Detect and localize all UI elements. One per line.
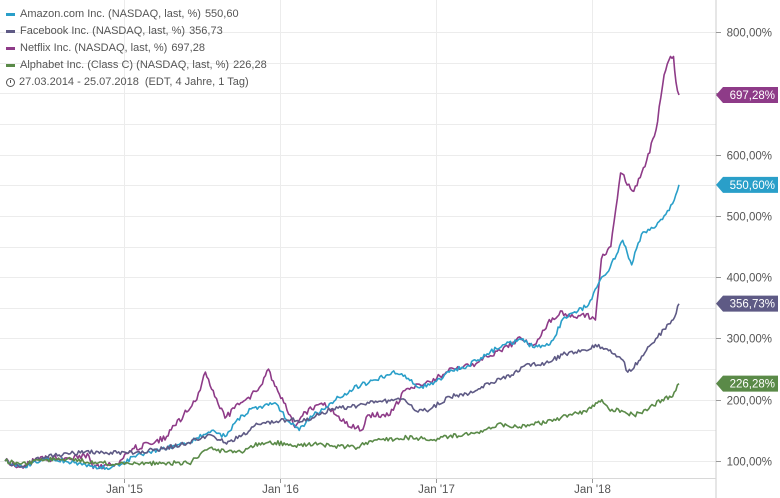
end-value-badge: 226,28% bbox=[716, 375, 778, 392]
legend-label: Facebook Inc. (NASDAQ, last, %) bbox=[20, 25, 186, 37]
legend-item-amazon[interactable]: Amazon.com Inc. (NASDAQ, last, %) 550,60 bbox=[6, 6, 267, 23]
legend-label: Amazon.com Inc. (NASDAQ, last, %) bbox=[20, 8, 201, 20]
x-tick-label: Jan '16 bbox=[262, 484, 299, 496]
legend-swatch bbox=[6, 47, 15, 50]
legend-value: 356,73 bbox=[189, 25, 223, 37]
legend-value: 697,28 bbox=[171, 42, 205, 54]
legend-label: Netflix Inc. (NASDAQ, last, %) bbox=[20, 42, 168, 54]
date-range[interactable]: 27.03.2014 - 25.07.2018 (EDT, 4 Jahre, 1… bbox=[6, 74, 267, 91]
legend-swatch bbox=[6, 13, 15, 16]
y-axis: 100,00% 200,00% 300,00% 400,00% 500,00% 600,0… bbox=[715, 0, 772, 498]
series-line bbox=[4, 382, 680, 467]
legend-value: 550,60 bbox=[204, 8, 239, 20]
legend-item-netflix[interactable]: Netflix Inc. (NASDAQ, last, %) 697,28 bbox=[6, 40, 267, 57]
end-value-badge: 697,28% bbox=[716, 86, 778, 103]
date-range-text: 27.03.2014 - 25.07.2018 bbox=[19, 76, 139, 88]
legend: Amazon.com Inc. (NASDAQ, last, %) 550,60… bbox=[6, 6, 267, 91]
badge-label: 356,73% bbox=[730, 299, 775, 311]
legend-value: 226,28 bbox=[233, 59, 267, 71]
clock-icon bbox=[6, 78, 15, 87]
legend-item-alphabet[interactable]: Alphabet Inc. (Class C) (NASDAQ, last, %… bbox=[6, 57, 267, 74]
y-tick-label: 400,00% bbox=[727, 273, 772, 285]
x-tick-label: Jan '15 bbox=[106, 484, 143, 496]
badge-label: 226,28% bbox=[730, 379, 775, 391]
y-tick-label: 600,00% bbox=[727, 151, 772, 163]
series-line bbox=[4, 184, 680, 471]
badge-shape bbox=[716, 86, 778, 103]
end-value-badges: 697,28% 550,60% 356,73% 226,28% bbox=[716, 86, 778, 392]
legend-label: Alphabet Inc. (Class C) (NASDAQ, last, %… bbox=[20, 59, 230, 71]
date-range-note: (EDT, 4 Jahre, 1 Tag) bbox=[144, 76, 249, 88]
series-line bbox=[4, 303, 680, 468]
end-value-badge: 550,60% bbox=[716, 176, 778, 193]
badge-label: 550,60% bbox=[730, 180, 775, 192]
y-tick-label: 500,00% bbox=[727, 212, 772, 224]
badge-shape bbox=[716, 176, 778, 193]
y-tick-label: 300,00% bbox=[727, 334, 772, 346]
legend-swatch bbox=[6, 30, 15, 33]
end-value-badge: 356,73% bbox=[716, 295, 778, 312]
badge-shape bbox=[716, 295, 778, 312]
badge-label: 697,28% bbox=[730, 90, 775, 102]
legend-swatch bbox=[6, 64, 15, 67]
legend-item-facebook[interactable]: Facebook Inc. (NASDAQ, last, %) 356,73 bbox=[6, 23, 267, 40]
y-tick-label: 200,00% bbox=[727, 396, 772, 408]
x-tick-label: Jan '17 bbox=[418, 484, 455, 496]
grid bbox=[0, 32, 716, 462]
y-tick-label: 100,00% bbox=[727, 457, 772, 469]
series-layer bbox=[4, 55, 680, 471]
x-axis: Jan '15 Jan '16 Jan '17 Jan '18 bbox=[0, 478, 716, 496]
y-tick-label: 800,00% bbox=[727, 28, 772, 40]
x-tick-label: Jan '18 bbox=[574, 484, 611, 496]
badge-shape bbox=[716, 375, 778, 392]
